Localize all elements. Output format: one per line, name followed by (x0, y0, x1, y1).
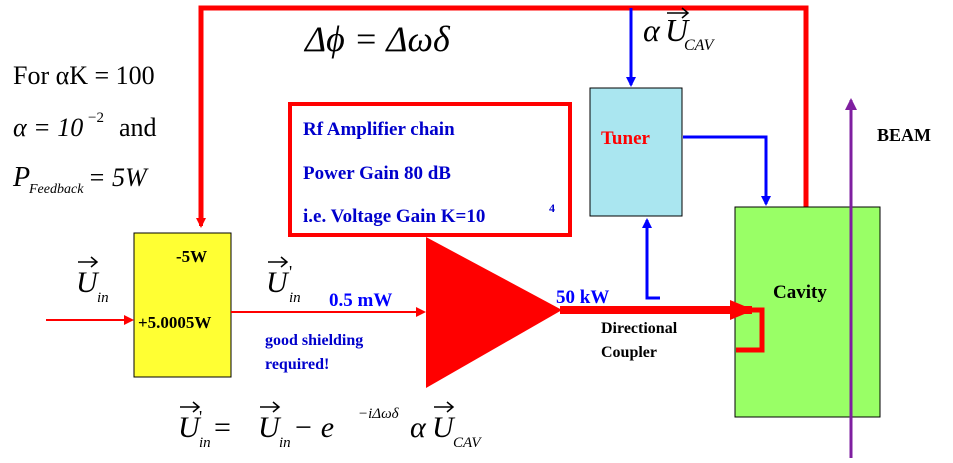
svg-text:in: in (289, 290, 301, 306)
drive-power-label: 0.5 mW (329, 290, 392, 311)
amplifier-triangle (426, 237, 562, 388)
cavity-label: Cavity (773, 282, 827, 303)
svg-text:= 5W: = 5W (88, 163, 149, 192)
vector-arrow (667, 7, 690, 19)
tuner-control-lines (626, 8, 771, 300)
phase-shift-equation: Δϕ = Δωδ (303, 19, 451, 59)
svg-text:U: U (665, 12, 690, 48)
condition-line-1: For αK = 100 (13, 61, 155, 90)
svg-text:U: U (266, 266, 290, 299)
coupler-label-line-1: Directional (601, 320, 678, 337)
amp-line-1: Rf Amplifier chain (303, 119, 455, 140)
svg-text:in: in (97, 290, 109, 306)
svg-text:': ' (199, 407, 202, 427)
bottom-equation: U ' in = U in − e −iΔωδ α U CAV (178, 401, 482, 451)
amplifier-chain-box (288, 102, 572, 237)
condition-line-2: α = 10 (13, 113, 83, 142)
svg-text:α: α (643, 12, 661, 48)
svg-text:': ' (289, 262, 292, 282)
svg-text:−2: −2 (88, 110, 104, 126)
svg-text:CAV: CAV (453, 435, 482, 451)
svg-text:=: = (214, 411, 231, 444)
adder-top-label: -5W (176, 247, 207, 266)
svg-text:α: α (410, 411, 427, 444)
svg-text:in: in (199, 435, 211, 451)
svg-text:U: U (76, 266, 100, 299)
coupler-loop (734, 307, 765, 353)
svg-text:U: U (258, 411, 282, 444)
coupler-to-tuner-arrow (642, 218, 660, 300)
condition-line-3: P (12, 162, 30, 193)
tuner-label: Tuner (601, 128, 650, 149)
adder-bottom-label: +5.0005W (138, 313, 211, 332)
svg-text:and: and (119, 113, 157, 142)
adder-box (133, 232, 232, 378)
svg-text:−iΔωδ: −iΔωδ (358, 406, 400, 422)
u-in-prime-label: U ' in (266, 256, 301, 306)
amplifier-chain-text: Rf Amplifier chain Power Gain 80 dB i.e.… (303, 119, 555, 227)
u-in-label: U in (76, 256, 109, 306)
shielding-note-line-1: good shielding (265, 332, 363, 349)
amp-line-3: i.e. Voltage Gain K=10 (303, 206, 485, 227)
coupled-signal-label: α U CAV (643, 7, 716, 54)
conditions-block: For αK = 100 α = 10 −2 and P Feedback = … (12, 61, 157, 197)
svg-text:4: 4 (549, 201, 555, 215)
beam-label: BEAM (877, 125, 931, 145)
svg-text:U: U (178, 411, 202, 444)
output-power-label: 50 kW (556, 287, 609, 308)
svg-text:U: U (432, 411, 456, 444)
svg-text:in: in (279, 435, 291, 451)
svg-text:− e: − e (293, 411, 334, 444)
coupler-label-line-2: Coupler (601, 344, 657, 361)
tuner-to-cavity-arrow (683, 135, 771, 206)
svg-text:CAV: CAV (684, 37, 716, 54)
tuner-box (589, 87, 683, 217)
amp-line-2: Power Gain 80 dB (303, 163, 451, 184)
svg-text:Feedback: Feedback (28, 182, 84, 197)
shielding-note-line-2: required! (265, 356, 329, 373)
